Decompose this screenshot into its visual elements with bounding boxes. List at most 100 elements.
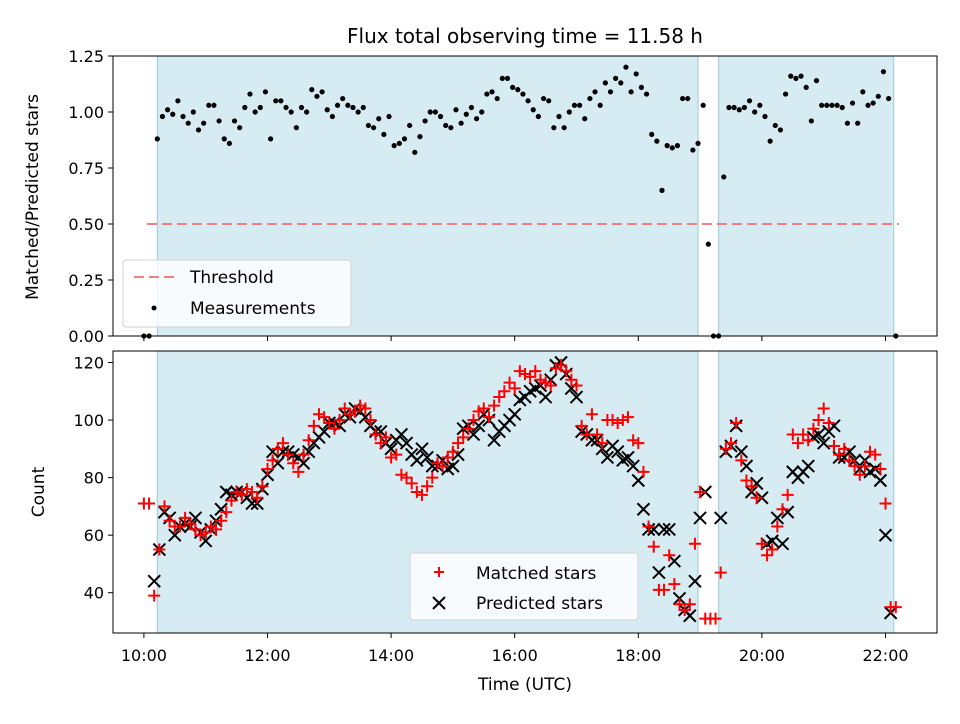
matched-star-marker	[405, 477, 418, 490]
measurement-point	[401, 136, 408, 142]
predicted-star-marker	[765, 534, 779, 548]
matched-star-marker	[153, 543, 166, 556]
matched-star-marker	[802, 434, 815, 447]
matched-star-marker	[596, 437, 609, 450]
x-tick-label: 16:00	[492, 646, 538, 665]
matched-star-marker	[524, 370, 537, 383]
measurement-point	[170, 111, 176, 117]
measurement-point	[813, 78, 820, 84]
predicted-star-marker	[585, 433, 599, 447]
measurement-point	[159, 113, 166, 120]
measurement-point	[834, 102, 840, 108]
matched-star-marker	[379, 431, 392, 444]
measurement-point	[443, 122, 449, 129]
measurement-point	[535, 113, 541, 120]
matched-star-marker	[688, 537, 701, 550]
predicted-star-marker	[816, 436, 831, 450]
matched-star-marker	[668, 578, 681, 591]
measurement-point	[808, 118, 814, 124]
predicted-star-marker	[811, 427, 826, 442]
matched-star-marker	[683, 598, 696, 611]
measurement-point	[386, 113, 392, 120]
matched-star-marker	[781, 488, 794, 501]
measurement-point	[664, 143, 670, 149]
measurement-point	[561, 125, 567, 131]
measurement-point	[283, 104, 289, 111]
matched-star-marker	[575, 419, 588, 432]
measurement-point	[479, 109, 485, 115]
measurement-point	[463, 111, 469, 117]
matched-star-marker	[313, 408, 325, 421]
measurement-point	[242, 104, 248, 111]
measurement-point	[154, 136, 160, 142]
measurement-point	[195, 127, 202, 133]
measurement-point	[164, 107, 171, 113]
matched-star-marker	[323, 416, 336, 429]
measurement-point	[432, 109, 438, 115]
measurement-point	[623, 64, 629, 70]
measurement-point	[587, 95, 593, 102]
measurement-point	[844, 120, 850, 126]
measurement-point	[175, 98, 181, 104]
measurement-point	[700, 102, 706, 108]
measurement-point	[597, 102, 603, 108]
matched-star-marker	[282, 448, 295, 461]
matched-star-marker	[544, 379, 557, 392]
matched-star-marker	[287, 457, 300, 470]
matched-star-marker	[807, 422, 820, 435]
matched-star-marker	[786, 428, 799, 441]
measurement-point	[777, 127, 784, 133]
predicted-star-marker	[780, 505, 795, 519]
predicted-star-marker	[657, 522, 671, 537]
measurement-point	[674, 143, 681, 149]
measurement-point	[499, 75, 505, 81]
measurement-point	[510, 84, 516, 90]
predicted-star-marker	[873, 473, 888, 488]
matched-star-marker	[637, 465, 650, 478]
matched-star-marker	[374, 437, 387, 450]
matched-star-marker	[776, 503, 789, 516]
matched-star-marker	[771, 520, 784, 533]
predicted-star-marker	[652, 565, 666, 580]
predicted-star-marker	[451, 447, 465, 462]
measurement-point	[453, 107, 459, 113]
ratio-legend: Threshold Measurements	[122, 259, 352, 328]
measurement-point	[340, 95, 346, 102]
count-panel: 40 60 80 100 120 10:00 12:00 14:00 16:00 18:00 20…	[29, 350, 938, 695]
measurement-point	[370, 125, 377, 131]
measurement-point	[288, 109, 294, 115]
predicted-star-marker	[265, 445, 280, 459]
matched-star-marker	[730, 416, 743, 429]
matched-star-marker	[498, 385, 511, 398]
matched-star-marker	[184, 517, 197, 530]
measurement-point	[314, 93, 320, 99]
measurement-point	[546, 98, 552, 104]
measurement-point	[494, 95, 500, 102]
measurement-point	[865, 102, 871, 108]
matched-star-marker	[276, 437, 289, 450]
matched-star-marker	[318, 411, 331, 424]
legend-matched-swatch	[434, 567, 444, 577]
matched-star-marker	[343, 408, 356, 421]
measurement-point	[793, 75, 799, 81]
matched-star-marker	[853, 468, 866, 481]
measurement-point	[530, 107, 536, 113]
measurement-point	[206, 102, 212, 108]
measurement-point	[566, 109, 572, 115]
y-tick-label: 120	[73, 354, 104, 373]
measurement-point	[638, 84, 644, 90]
measurement-point	[412, 149, 418, 155]
predicted-star-marker	[466, 427, 481, 442]
y-tick-label: 60	[84, 526, 104, 545]
measurement-point	[448, 125, 454, 131]
measurement-point	[468, 104, 475, 111]
y-tick-label: 1.25	[68, 47, 104, 66]
matched-star-marker	[210, 523, 222, 536]
y-tick-label: 0.50	[68, 215, 104, 234]
matched-star-marker	[735, 454, 748, 467]
matched-star-marker	[843, 454, 856, 467]
matched-star-marker	[220, 506, 233, 519]
matched-star-marker	[225, 494, 238, 507]
predicted-star-marker	[801, 459, 815, 473]
measurement-point	[525, 98, 531, 104]
